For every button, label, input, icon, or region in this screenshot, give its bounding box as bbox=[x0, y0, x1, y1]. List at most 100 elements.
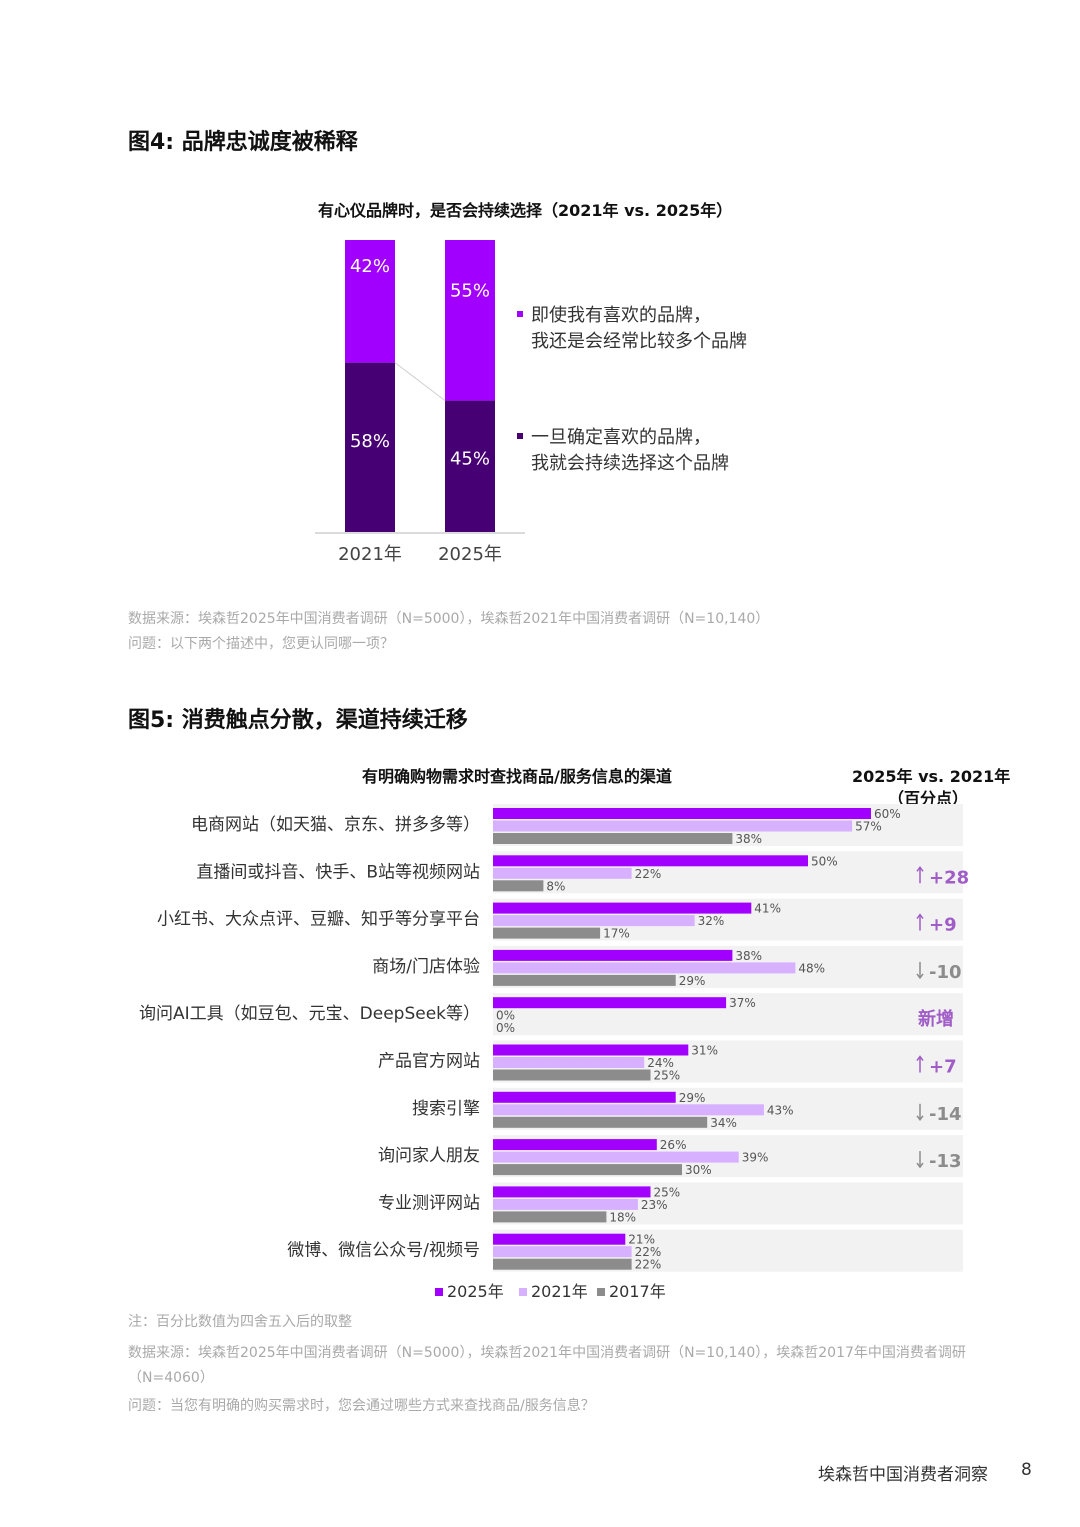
figure4-chart: 42% 58% 2021年 55% 45% 2025年 即使我有喜欢的品牌， 我还是会经常比较… bbox=[315, 240, 747, 565]
bar-value-label: 48% bbox=[798, 961, 825, 975]
category-label: 询问AI工具（如豆包、元宝、DeepSeek等） bbox=[139, 1004, 480, 1024]
figure5-delta-header: 2025年 vs. 2021年 bbox=[852, 767, 1011, 786]
bar-2017年 bbox=[493, 1258, 632, 1270]
bar-value-label: 26% bbox=[660, 1138, 687, 1152]
arrow-down-icon bbox=[916, 973, 924, 980]
bar-2025年 bbox=[493, 1091, 676, 1103]
bar4-label-top: 42% bbox=[350, 256, 390, 277]
bar4-2025年-bottom bbox=[445, 400, 495, 532]
bar4-label-bottom: 58% bbox=[350, 431, 390, 452]
bar-value-label: 25% bbox=[654, 1069, 681, 1083]
category-label: 专业测评网站 bbox=[378, 1193, 480, 1213]
bar-2025年 bbox=[493, 949, 733, 961]
delta-value: -13 bbox=[929, 1151, 962, 1172]
figure5-chart: 电商网站（如天猫、京东、拼多多等） 60%57% 38% 直播间或抖音、快手、B站等视… bbox=[139, 804, 969, 1301]
bar-2021年 bbox=[493, 1057, 645, 1068]
legend-label: 我还是会经常比较多个品牌 bbox=[531, 331, 747, 352]
bar-value-label: 22% bbox=[635, 1258, 662, 1272]
category-label: 产品官方网站 bbox=[378, 1052, 480, 1072]
figure4-source: 数据来源：埃森哲2025年中国消费者调研（N=5000），埃森哲2021年中国消… bbox=[128, 611, 770, 627]
bar-2017年 bbox=[493, 833, 733, 844]
bar-value-label: 18% bbox=[609, 1210, 636, 1224]
delta-value: 新增 bbox=[918, 1008, 954, 1030]
legend-label: 一旦确定喜欢的品牌， bbox=[531, 427, 711, 448]
bar-2021年 bbox=[493, 1246, 632, 1258]
bar-value-label: 32% bbox=[698, 914, 725, 928]
x-tick-label: 2021年 bbox=[338, 544, 402, 565]
bar-2025年 bbox=[493, 902, 752, 914]
bar4-label-bottom: 45% bbox=[450, 449, 490, 470]
bar-2025年 bbox=[493, 1139, 657, 1151]
bar-value-label: 22% bbox=[635, 1245, 662, 1259]
bar-2017年 bbox=[493, 927, 601, 939]
legend-swatch bbox=[517, 311, 523, 317]
bar-value-label: 8% bbox=[546, 879, 565, 893]
bar4-2021年-top bbox=[345, 240, 395, 363]
delta-value: +7 bbox=[929, 1057, 957, 1078]
bar-value-label: 25% bbox=[654, 1185, 681, 1199]
x-tick-label: 2025年 bbox=[438, 544, 502, 565]
bar-value-label: 38% bbox=[735, 832, 762, 846]
bar-2021年 bbox=[493, 1198, 638, 1210]
bar-value-label: 57% bbox=[855, 820, 882, 834]
bar-2021年 bbox=[493, 915, 695, 927]
figure5-title: 图5: 消费触点分散，渠道持续迁移 bbox=[128, 708, 468, 733]
bar-2017年 bbox=[493, 880, 544, 892]
figure4-title: 图4: 品牌忠诚度被稀释 bbox=[128, 130, 358, 155]
bar-2017年 bbox=[493, 974, 676, 986]
figure4-subtitle: 有心仪品牌时，是否会持续选择（2021年 vs. 2025年） bbox=[318, 201, 733, 220]
bar4-2025年-top bbox=[445, 240, 495, 401]
arrow-up-icon bbox=[916, 866, 924, 872]
bar-value-label: 24% bbox=[647, 1056, 674, 1070]
bar-value-label: 23% bbox=[641, 1198, 668, 1212]
bar-2025年 bbox=[493, 855, 808, 867]
figure5-question: 问题：当您有明确的购买需求时，您会通过哪些方式来查找商品/服务信息？ bbox=[128, 1398, 595, 1414]
bar-2017年 bbox=[493, 1164, 682, 1176]
legend-label: 2021年 bbox=[531, 1282, 588, 1301]
delta-value: +9 bbox=[929, 915, 957, 936]
bar-value-label: 39% bbox=[742, 1151, 769, 1165]
bar4-label-top: 55% bbox=[450, 280, 490, 301]
legend-swatch bbox=[519, 1288, 527, 1296]
legend-label: 2017年 bbox=[609, 1282, 666, 1301]
legend-label: 即使我有喜欢的品牌， bbox=[531, 305, 711, 326]
figure5-note: 注：百分比数值为四舍五入后的取整 bbox=[128, 1314, 352, 1330]
bar-value-label: 0% bbox=[496, 1009, 515, 1023]
bar-value-label: 43% bbox=[767, 1103, 794, 1117]
arrow-down-icon bbox=[916, 1162, 924, 1169]
bar-value-label: 60% bbox=[874, 807, 901, 821]
bar-value-label: 41% bbox=[754, 902, 781, 916]
delta-value: -10 bbox=[929, 962, 962, 983]
bar-2021年 bbox=[493, 1151, 739, 1163]
bar-2025年 bbox=[493, 1044, 689, 1056]
arrow-down-icon bbox=[916, 1115, 924, 1122]
bar-2017年 bbox=[493, 1069, 651, 1081]
figure5-subtitle: 有明确购物需求时查找商品/服务信息的渠道 bbox=[362, 767, 672, 786]
bar-value-label: 17% bbox=[603, 927, 630, 941]
figure4-question: 问题：以下两个描述中，您更认同哪一项？ bbox=[128, 636, 394, 652]
bar-2021年 bbox=[493, 1104, 764, 1116]
bar-2025年 bbox=[493, 1233, 626, 1245]
category-label: 微博、微信公众号/视频号 bbox=[287, 1241, 480, 1261]
bar-value-label: 21% bbox=[628, 1233, 655, 1247]
page-number: 8 bbox=[1021, 1460, 1032, 1480]
legend-label: 我就会持续选择这个品牌 bbox=[531, 453, 729, 474]
bar-value-label: 29% bbox=[679, 1091, 706, 1105]
bar-2017年 bbox=[493, 1211, 607, 1223]
bar-2025年 bbox=[493, 997, 727, 1009]
footer-report-name: 埃森哲中国消费者洞察 bbox=[818, 1465, 988, 1485]
category-label: 直播间或抖音、快手、B站等视频网站 bbox=[196, 862, 480, 882]
bar-2025年 bbox=[493, 808, 871, 819]
bar-value-label: 30% bbox=[685, 1163, 712, 1177]
bar-2021年 bbox=[493, 820, 853, 832]
category-label: 商场/门店体验 bbox=[372, 957, 480, 977]
legend-label: 2025年 bbox=[447, 1282, 504, 1301]
category-label: 电商网站（如天猫、京东、拼多多等） bbox=[191, 815, 480, 835]
bar-value-label: 22% bbox=[635, 867, 662, 881]
legend-swatch bbox=[517, 433, 523, 439]
category-label: 询问家人朋友 bbox=[378, 1146, 480, 1166]
delta-value: +28 bbox=[929, 867, 969, 888]
legend-swatch bbox=[435, 1288, 443, 1296]
bar-value-label: 29% bbox=[679, 974, 706, 988]
bar-value-label: 0% bbox=[496, 1021, 515, 1035]
